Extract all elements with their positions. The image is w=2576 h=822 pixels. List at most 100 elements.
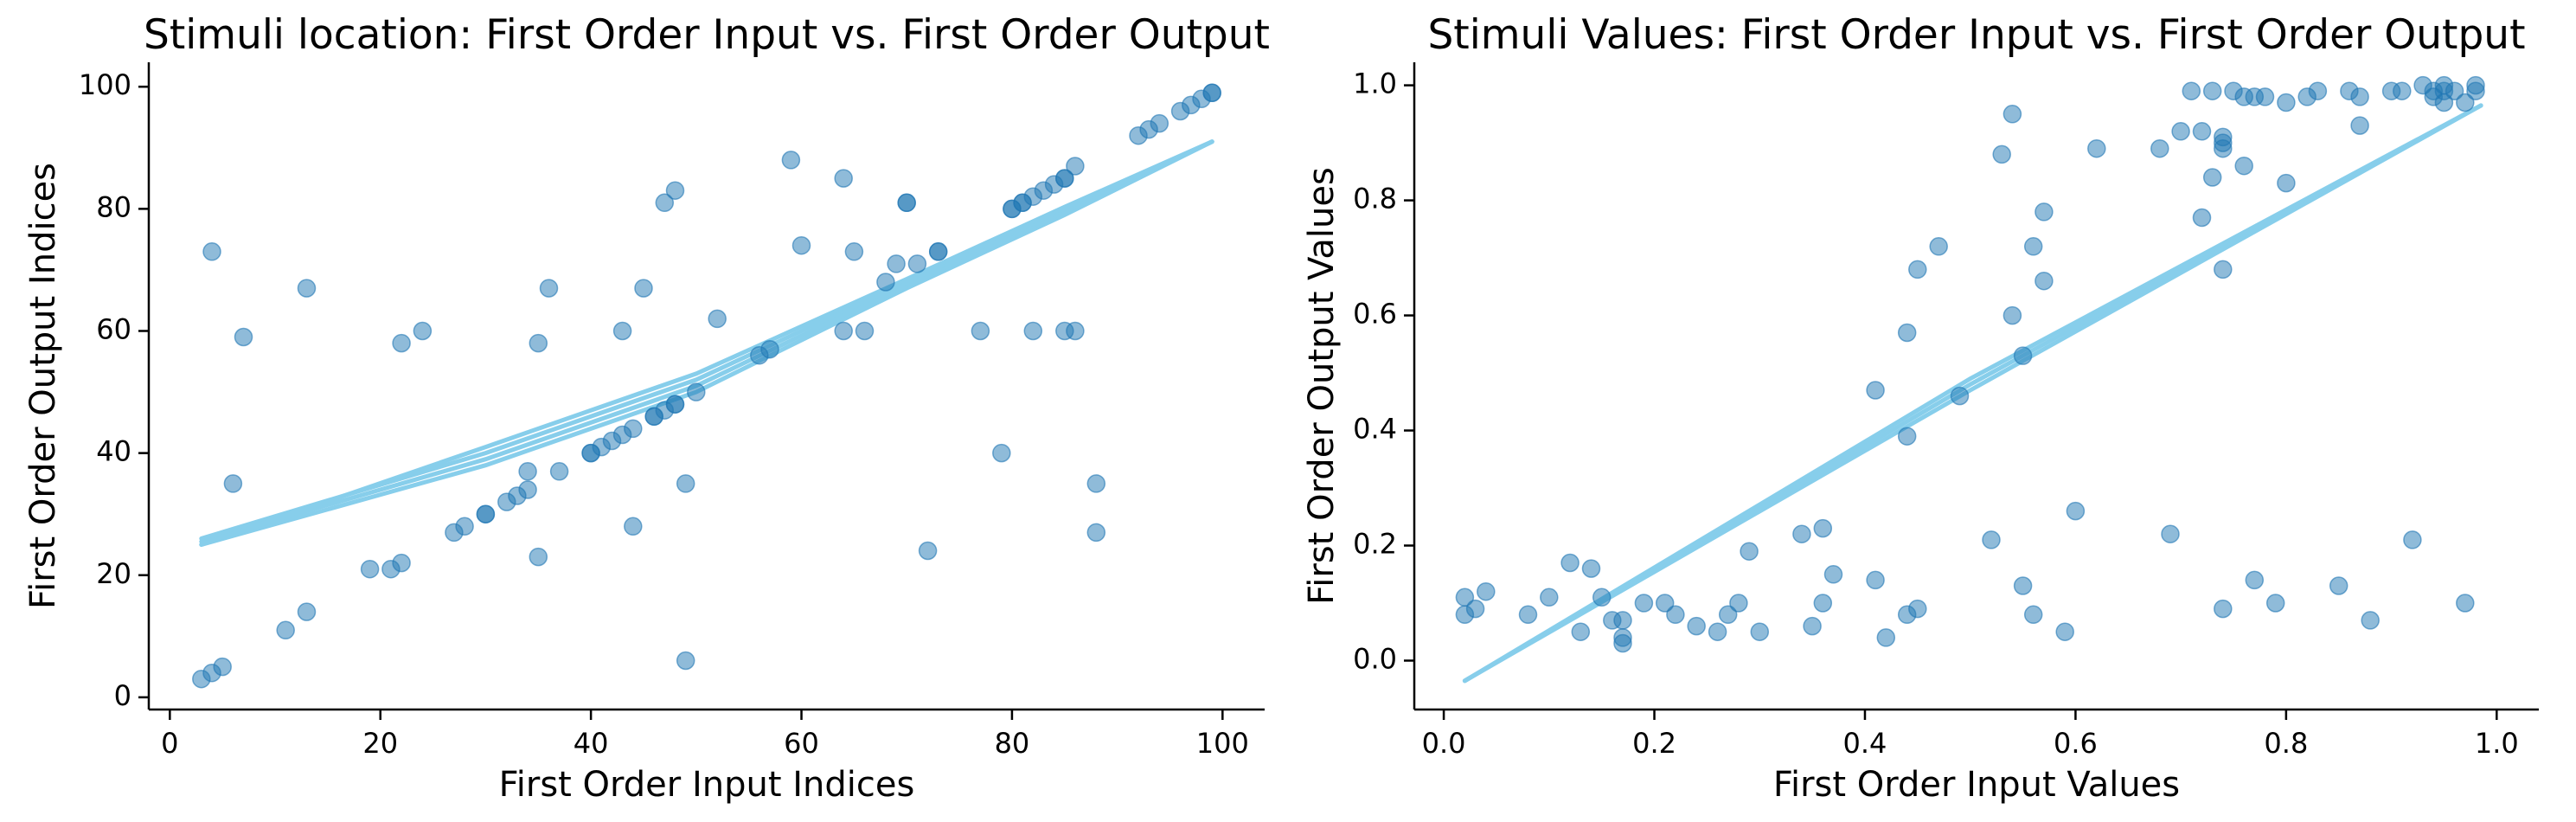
scatter-point: [1982, 530, 2001, 549]
scatter-point: [297, 279, 317, 298]
x-axis-label: First Order Input Values: [1773, 765, 2180, 805]
scatter-point: [781, 151, 801, 170]
trend-line: [199, 139, 1214, 544]
scatter-point: [2277, 173, 2296, 193]
trend-line: [1462, 103, 2483, 684]
scatter-point: [529, 547, 548, 567]
scatter-point: [834, 169, 853, 188]
scatter-point: [676, 651, 695, 671]
scatter-point: [1823, 565, 1843, 584]
y-tick-label: 0.2: [1353, 528, 1397, 561]
scatter-point: [1992, 144, 2011, 164]
scatter-point: [2066, 501, 2086, 521]
scatter-point: [844, 242, 864, 261]
scatter-point: [1792, 524, 1811, 543]
scatter-point: [539, 279, 559, 298]
scatter-point: [2393, 81, 2412, 100]
x-tick-label: 0.4: [1843, 727, 1887, 760]
chart-stimuli-location: Stimuli location: First Order Input vs. …: [23, 11, 1270, 805]
y-tick-label: 0.0: [1353, 642, 1397, 675]
y-tick-label: 0.8: [1353, 183, 1397, 215]
scatter-point: [1908, 599, 1927, 619]
scatter-point: [2403, 530, 2422, 549]
scatter-point: [549, 462, 569, 481]
scatter-point: [2265, 594, 2285, 613]
scatter-point: [2214, 599, 2233, 619]
scatter-point: [1950, 386, 1970, 406]
scatter-point: [476, 504, 496, 523]
y-tick-label: 40: [96, 435, 131, 468]
scatter-point: [760, 339, 779, 359]
scatter-point: [518, 462, 537, 481]
scatter-points: [1455, 75, 2485, 653]
x-tick-label: 60: [784, 727, 819, 760]
x-ticks: 0.0 0.2 0.4 0.6 0.8 1.0: [1422, 710, 2519, 760]
trend-lines: [199, 139, 1214, 547]
scatter-point: [1813, 518, 1833, 538]
scatter-point: [1729, 594, 1748, 613]
scatter-point: [665, 181, 685, 200]
scatter-point: [1718, 605, 1738, 625]
scatter-point: [2035, 271, 2054, 291]
scatter-point: [2350, 87, 2369, 106]
scatter-point: [2161, 524, 2180, 543]
scatter-point: [2087, 138, 2106, 158]
scatter-points: [192, 83, 1221, 689]
y-tick-label: 60: [96, 312, 131, 345]
scatter-point: [2214, 127, 2233, 147]
scatter-point: [1866, 381, 1885, 400]
y-tick-label: 1.0: [1353, 67, 1397, 100]
scatter-point: [2202, 168, 2222, 187]
scatter-point: [2350, 116, 2369, 135]
scatter-point: [1518, 605, 1538, 625]
scatter-point: [1803, 616, 1822, 636]
scatter-point: [876, 273, 895, 292]
scatter-point: [529, 333, 548, 353]
scatter-point: [360, 559, 380, 579]
scatter-point: [708, 309, 727, 329]
scatter-point: [791, 235, 811, 255]
scatter-point: [213, 657, 232, 677]
x-tick-label: 100: [1196, 727, 1249, 760]
scatter-point: [1086, 474, 1106, 493]
scatter-point: [1150, 113, 1169, 133]
x-tick-label: 0.6: [2054, 727, 2098, 760]
scatter-point: [2055, 622, 2074, 641]
scatter-point: [1592, 588, 1612, 607]
trend-line: [199, 139, 1214, 547]
scatter-point: [1066, 157, 1085, 176]
scatter-point: [2277, 93, 2296, 112]
scatter-point: [1634, 594, 1654, 613]
scatter-point: [2192, 208, 2212, 228]
x-tick-label: 0.2: [1632, 727, 1676, 760]
scatter-point: [1477, 581, 1496, 601]
scatter-point: [1866, 570, 1885, 590]
scatter-point: [2013, 346, 2033, 365]
scatter-point: [2023, 605, 2043, 625]
y-tick-label: 0.4: [1353, 413, 1397, 446]
scatter-point: [687, 382, 706, 401]
scatter-point: [1465, 599, 1485, 619]
scatter-point: [1908, 260, 1927, 279]
scatter-point: [1086, 523, 1106, 543]
scatter-point: [624, 419, 643, 439]
scatter-point: [2456, 594, 2475, 613]
scatter-point: [2466, 75, 2485, 95]
scatter-point: [202, 242, 221, 261]
scatter-point: [276, 620, 295, 640]
scatter-point: [1876, 628, 1896, 647]
scatter-point: [928, 242, 948, 261]
scatter-point: [1666, 605, 1685, 625]
scatter-point: [413, 321, 433, 341]
chart-title: Stimuli location: First Order Input vs. …: [144, 11, 1270, 59]
scatter-point: [2329, 576, 2349, 595]
scatter-point: [1613, 633, 1632, 653]
scatter-point: [1613, 611, 1632, 630]
x-axis-label: First Order Input Indices: [499, 765, 915, 805]
y-axis-label: First Order Output Indices: [23, 163, 63, 609]
scatter-point: [834, 321, 853, 341]
scatter-point: [2245, 570, 2265, 590]
scatter-point: [392, 553, 411, 573]
y-axis-label: First Order Output Values: [1302, 167, 1342, 605]
scatter-point: [2182, 81, 2201, 100]
